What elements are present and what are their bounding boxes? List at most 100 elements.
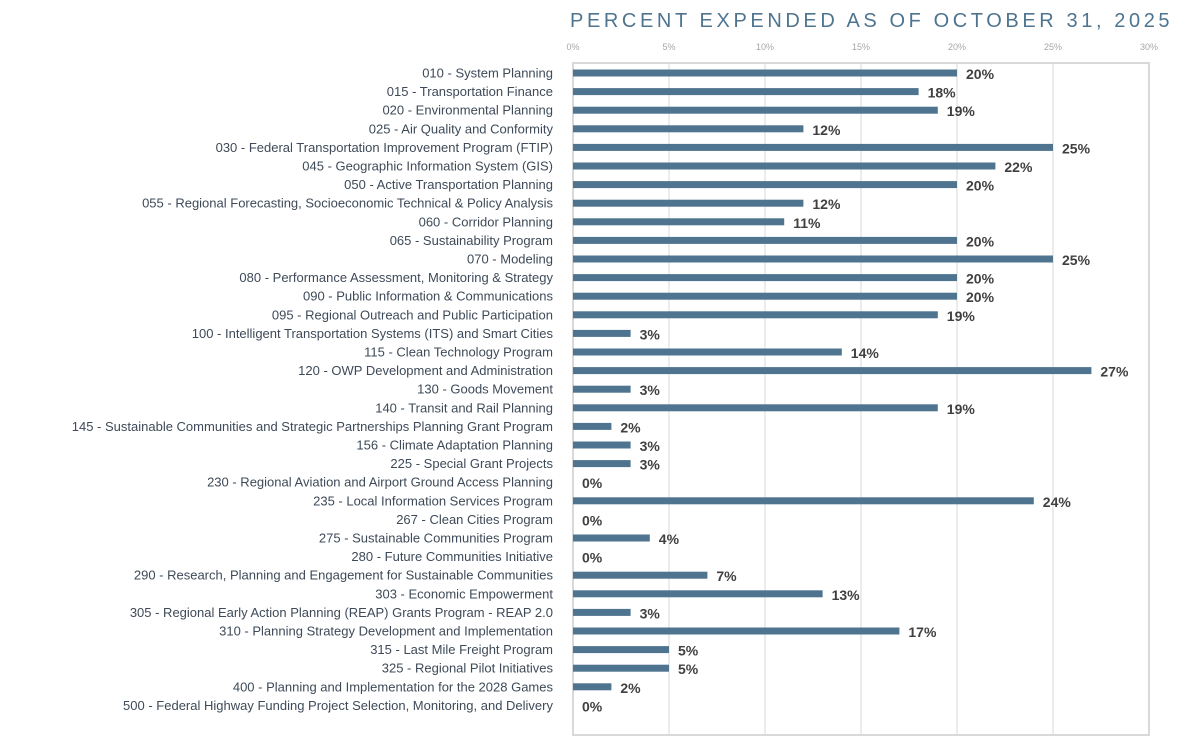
data-label: 0% <box>582 698 603 714</box>
bar <box>573 385 631 393</box>
category-label: 120 - OWP Development and Administration <box>298 363 553 378</box>
bar <box>573 534 650 542</box>
x-tick-label: 10% <box>756 42 774 52</box>
category-label: 225 - Special Grant Projects <box>390 456 553 471</box>
category-label: 267 - Clean Cities Program <box>396 512 553 527</box>
bar <box>573 627 900 635</box>
x-tick-label: 5% <box>662 42 675 52</box>
bar <box>573 404 938 412</box>
bar <box>573 199 804 207</box>
data-label: 3% <box>640 382 661 398</box>
bar <box>573 255 1053 263</box>
category-label: 010 - System Planning <box>422 66 553 81</box>
data-label: 5% <box>678 643 699 659</box>
data-label: 18% <box>928 85 957 101</box>
bar <box>573 683 612 691</box>
x-tick-label: 20% <box>948 42 966 52</box>
data-label: 0% <box>582 550 603 566</box>
category-label: 115 - Clean Technology Program <box>364 345 553 360</box>
category-label: 500 - Federal Highway Funding Project Se… <box>123 698 553 713</box>
category-label: 290 - Research, Planning and Engagement … <box>134 568 554 583</box>
data-label: 22% <box>1004 159 1033 175</box>
category-label: 015 - Transportation Finance <box>387 84 553 99</box>
category-label: 020 - Environmental Planning <box>382 103 553 118</box>
data-label: 13% <box>832 587 861 603</box>
data-label: 19% <box>947 308 976 324</box>
bar <box>573 497 1034 505</box>
category-label: 030 - Federal Transportation Improvement… <box>216 140 553 155</box>
bar <box>573 571 708 579</box>
bar <box>573 460 631 468</box>
bar <box>573 590 823 598</box>
category-label: 070 - Modeling <box>467 252 553 267</box>
category-label: 235 - Local Information Services Program <box>313 493 553 508</box>
bar <box>573 348 842 356</box>
data-label: 12% <box>812 196 841 212</box>
data-label: 5% <box>678 661 699 677</box>
category-label: 280 - Future Communities Initiative <box>351 549 553 564</box>
bar <box>573 88 919 96</box>
bar <box>573 422 612 430</box>
data-label: 12% <box>812 122 841 138</box>
category-label: 305 - Regional Early Action Planning (RE… <box>130 605 553 620</box>
data-label: 25% <box>1062 140 1091 156</box>
x-tick-label: 15% <box>852 42 870 52</box>
bar <box>573 292 957 300</box>
data-label: 3% <box>640 605 661 621</box>
category-label: 400 - Planning and Implementation for th… <box>233 679 554 694</box>
data-label: 2% <box>620 680 641 696</box>
data-label: 14% <box>851 345 880 361</box>
bar <box>573 106 938 114</box>
chart-title: PERCENT EXPENDED AS OF OCTOBER 31, 2025 <box>570 10 1174 32</box>
bar <box>573 441 631 449</box>
data-label: 3% <box>640 438 661 454</box>
data-label: 3% <box>640 326 661 342</box>
category-label: 130 - Goods Movement <box>417 382 553 397</box>
bar <box>573 311 938 319</box>
category-label: 275 - Sustainable Communities Program <box>319 531 553 546</box>
bar <box>573 69 957 77</box>
bar <box>573 125 804 133</box>
bar <box>573 236 957 244</box>
data-label: 19% <box>947 103 976 119</box>
category-label: 050 - Active Transportation Planning <box>344 177 553 192</box>
category-label: 303 - Economic Empowerment <box>375 586 553 601</box>
data-label: 20% <box>966 178 995 194</box>
data-label: 27% <box>1100 364 1129 380</box>
category-label: 060 - Corridor Planning <box>419 214 553 229</box>
bar <box>573 646 669 654</box>
category-label: 025 - Air Quality and Conformity <box>369 121 554 136</box>
bar <box>573 608 631 616</box>
x-tick-label: 0% <box>566 42 579 52</box>
category-label: 080 - Performance Assessment, Monitoring… <box>239 270 553 285</box>
category-label: 095 - Regional Outreach and Public Parti… <box>272 307 553 322</box>
category-label: 145 - Sustainable Communities and Strate… <box>72 419 553 434</box>
bar <box>573 162 996 170</box>
category-label: 310 - Planning Strategy Development and … <box>219 624 553 639</box>
category-label: 090 - Public Information & Communication… <box>303 289 554 304</box>
category-label: 140 - Transit and Rail Planning <box>375 400 553 415</box>
data-label: 20% <box>966 271 995 287</box>
data-label: 25% <box>1062 252 1091 268</box>
data-label: 7% <box>716 568 737 584</box>
category-label: 065 - Sustainability Program <box>390 233 553 248</box>
category-label: 230 - Regional Aviation and Airport Grou… <box>207 475 553 490</box>
data-label: 19% <box>947 401 976 417</box>
bar <box>573 664 669 672</box>
bar <box>573 274 957 282</box>
category-label: 325 - Regional Pilot Initiatives <box>382 661 554 676</box>
bar <box>573 218 785 226</box>
data-label: 2% <box>620 419 641 435</box>
bar <box>573 329 631 337</box>
category-label: 100 - Intelligent Transportation Systems… <box>192 326 554 341</box>
plot-area-border <box>572 62 1150 736</box>
data-label: 24% <box>1043 494 1072 510</box>
data-label: 11% <box>793 215 821 231</box>
data-label: 17% <box>908 624 937 640</box>
data-label: 20% <box>966 289 995 305</box>
category-label: 156 - Climate Adaptation Planning <box>356 438 553 453</box>
data-label: 0% <box>582 512 603 528</box>
bar <box>573 181 957 189</box>
data-label: 20% <box>966 233 995 249</box>
